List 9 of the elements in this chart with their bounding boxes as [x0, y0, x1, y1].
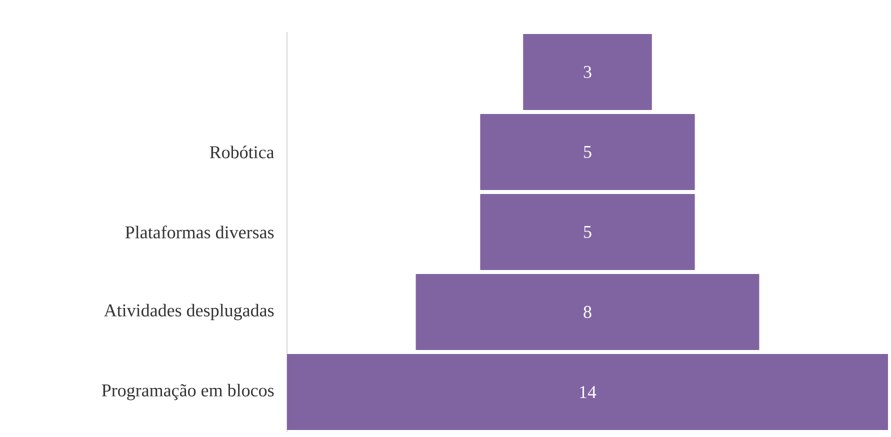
category-label: Programação em blocos [102, 384, 274, 400]
data-label: 5 [584, 146, 592, 158]
data-label: 5 [584, 226, 592, 238]
data-label: 14 [580, 386, 596, 398]
data-label: 8 [584, 306, 592, 318]
category-label: Atividades desplugadas [104, 304, 274, 320]
category-label: Robótica [210, 146, 274, 158]
data-label: 3 [584, 66, 592, 78]
category-label: Plataformas diversas [125, 226, 274, 238]
